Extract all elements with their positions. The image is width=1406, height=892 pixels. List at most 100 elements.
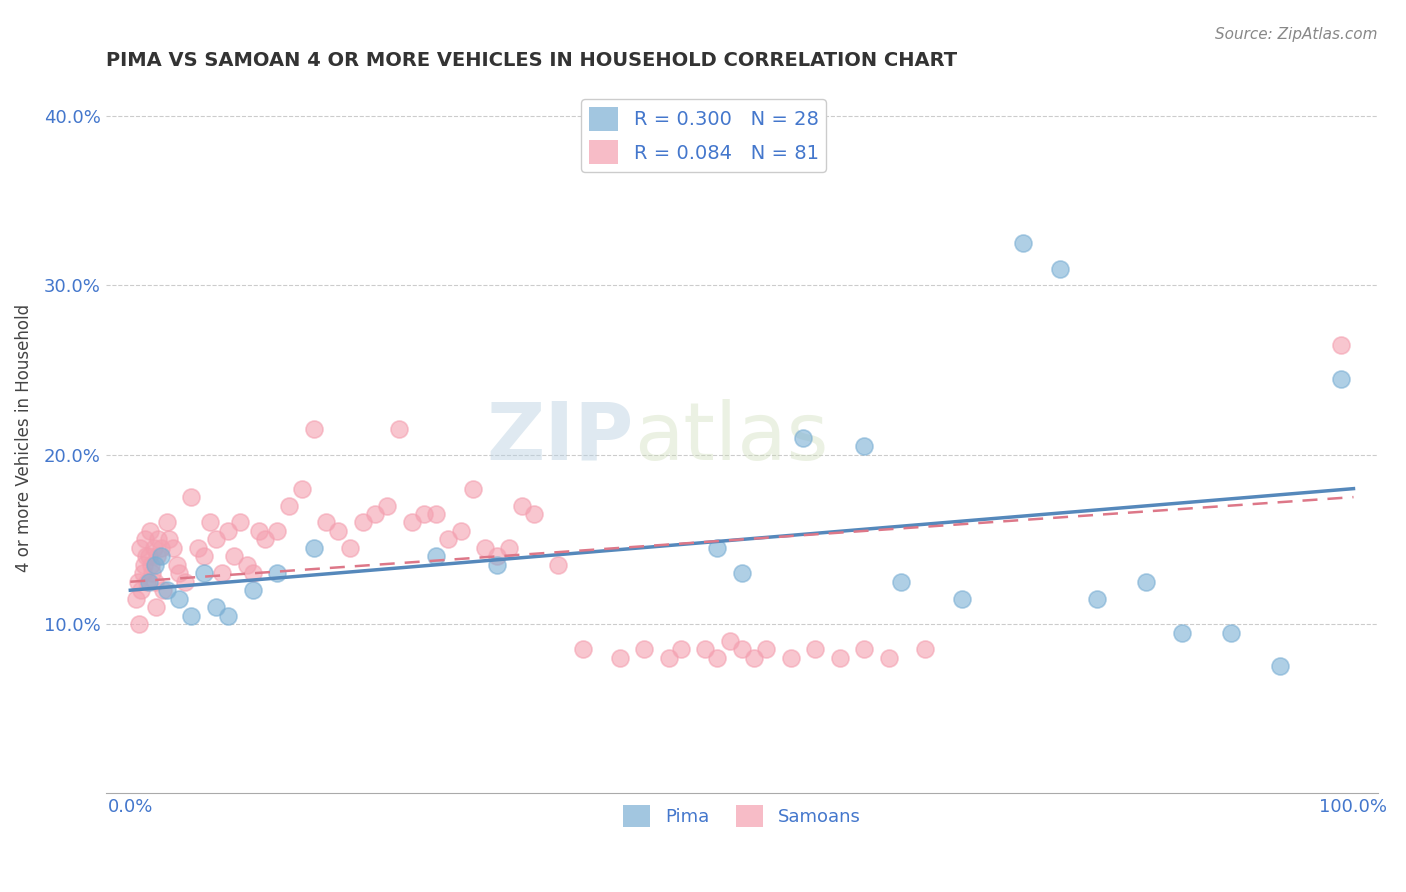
Point bbox=[187, 541, 209, 555]
Point bbox=[1268, 659, 1291, 673]
Point bbox=[498, 541, 520, 555]
Point bbox=[174, 574, 197, 589]
Point bbox=[235, 558, 257, 572]
Point bbox=[401, 516, 423, 530]
Point bbox=[339, 541, 361, 555]
Point bbox=[135, 549, 157, 564]
Point bbox=[128, 617, 150, 632]
Point bbox=[328, 524, 350, 538]
Point bbox=[143, 574, 166, 589]
Point bbox=[129, 541, 152, 555]
Point bbox=[425, 507, 447, 521]
Point bbox=[193, 549, 215, 564]
Point bbox=[242, 583, 264, 598]
Point bbox=[425, 549, 447, 564]
Point bbox=[412, 507, 434, 521]
Point bbox=[669, 642, 692, 657]
Point bbox=[450, 524, 472, 538]
Point bbox=[1330, 371, 1353, 385]
Point bbox=[138, 549, 160, 564]
Point bbox=[149, 549, 172, 564]
Point bbox=[375, 499, 398, 513]
Point bbox=[572, 642, 595, 657]
Point bbox=[890, 574, 912, 589]
Point bbox=[205, 600, 228, 615]
Point bbox=[146, 549, 169, 564]
Point bbox=[156, 516, 179, 530]
Point bbox=[950, 591, 973, 606]
Y-axis label: 4 or more Vehicles in Household: 4 or more Vehicles in Household bbox=[15, 304, 32, 572]
Point bbox=[695, 642, 717, 657]
Point bbox=[779, 651, 801, 665]
Point bbox=[217, 524, 239, 538]
Point bbox=[302, 422, 325, 436]
Point bbox=[148, 533, 170, 547]
Point bbox=[136, 574, 159, 589]
Point bbox=[253, 533, 276, 547]
Point bbox=[486, 558, 509, 572]
Text: atlas: atlas bbox=[634, 399, 828, 477]
Point bbox=[731, 642, 754, 657]
Point bbox=[486, 549, 509, 564]
Point bbox=[755, 642, 778, 657]
Point bbox=[1085, 591, 1108, 606]
Point bbox=[166, 558, 188, 572]
Point bbox=[138, 574, 160, 589]
Point bbox=[1135, 574, 1157, 589]
Point bbox=[792, 431, 814, 445]
Point bbox=[877, 651, 900, 665]
Point bbox=[290, 482, 312, 496]
Point bbox=[229, 516, 252, 530]
Point bbox=[132, 558, 155, 572]
Point bbox=[278, 499, 301, 513]
Point bbox=[914, 642, 936, 657]
Point bbox=[167, 566, 190, 581]
Text: Source: ZipAtlas.com: Source: ZipAtlas.com bbox=[1215, 27, 1378, 42]
Point bbox=[828, 651, 851, 665]
Point bbox=[266, 524, 288, 538]
Point bbox=[1049, 261, 1071, 276]
Point bbox=[142, 541, 165, 555]
Point bbox=[211, 566, 233, 581]
Point bbox=[224, 549, 246, 564]
Point bbox=[266, 566, 288, 581]
Point bbox=[474, 541, 496, 555]
Point bbox=[388, 422, 411, 436]
Point bbox=[141, 566, 163, 581]
Point bbox=[159, 533, 181, 547]
Text: PIMA VS SAMOAN 4 OR MORE VEHICLES IN HOUSEHOLD CORRELATION CHART: PIMA VS SAMOAN 4 OR MORE VEHICLES IN HOU… bbox=[105, 51, 957, 70]
Point bbox=[156, 583, 179, 598]
Point bbox=[193, 566, 215, 581]
Text: ZIP: ZIP bbox=[486, 399, 634, 477]
Legend: Pima, Samoans: Pima, Samoans bbox=[616, 797, 868, 834]
Point bbox=[180, 608, 202, 623]
Point bbox=[523, 507, 546, 521]
Point bbox=[131, 566, 153, 581]
Point bbox=[461, 482, 484, 496]
Point bbox=[718, 634, 741, 648]
Point bbox=[1330, 337, 1353, 351]
Point bbox=[134, 533, 156, 547]
Point bbox=[145, 600, 167, 615]
Point bbox=[706, 651, 728, 665]
Point bbox=[143, 558, 166, 572]
Point bbox=[205, 533, 228, 547]
Point bbox=[315, 516, 337, 530]
Point bbox=[247, 524, 270, 538]
Point bbox=[547, 558, 569, 572]
Point bbox=[804, 642, 827, 657]
Point bbox=[139, 558, 162, 572]
Point bbox=[510, 499, 533, 513]
Point bbox=[731, 566, 754, 581]
Point bbox=[853, 642, 876, 657]
Point bbox=[152, 583, 174, 598]
Point bbox=[125, 591, 148, 606]
Point bbox=[198, 516, 221, 530]
Point bbox=[162, 541, 184, 555]
Point bbox=[1171, 625, 1194, 640]
Point bbox=[1220, 625, 1243, 640]
Point bbox=[706, 541, 728, 555]
Point bbox=[131, 583, 153, 598]
Point bbox=[853, 439, 876, 453]
Point bbox=[742, 651, 765, 665]
